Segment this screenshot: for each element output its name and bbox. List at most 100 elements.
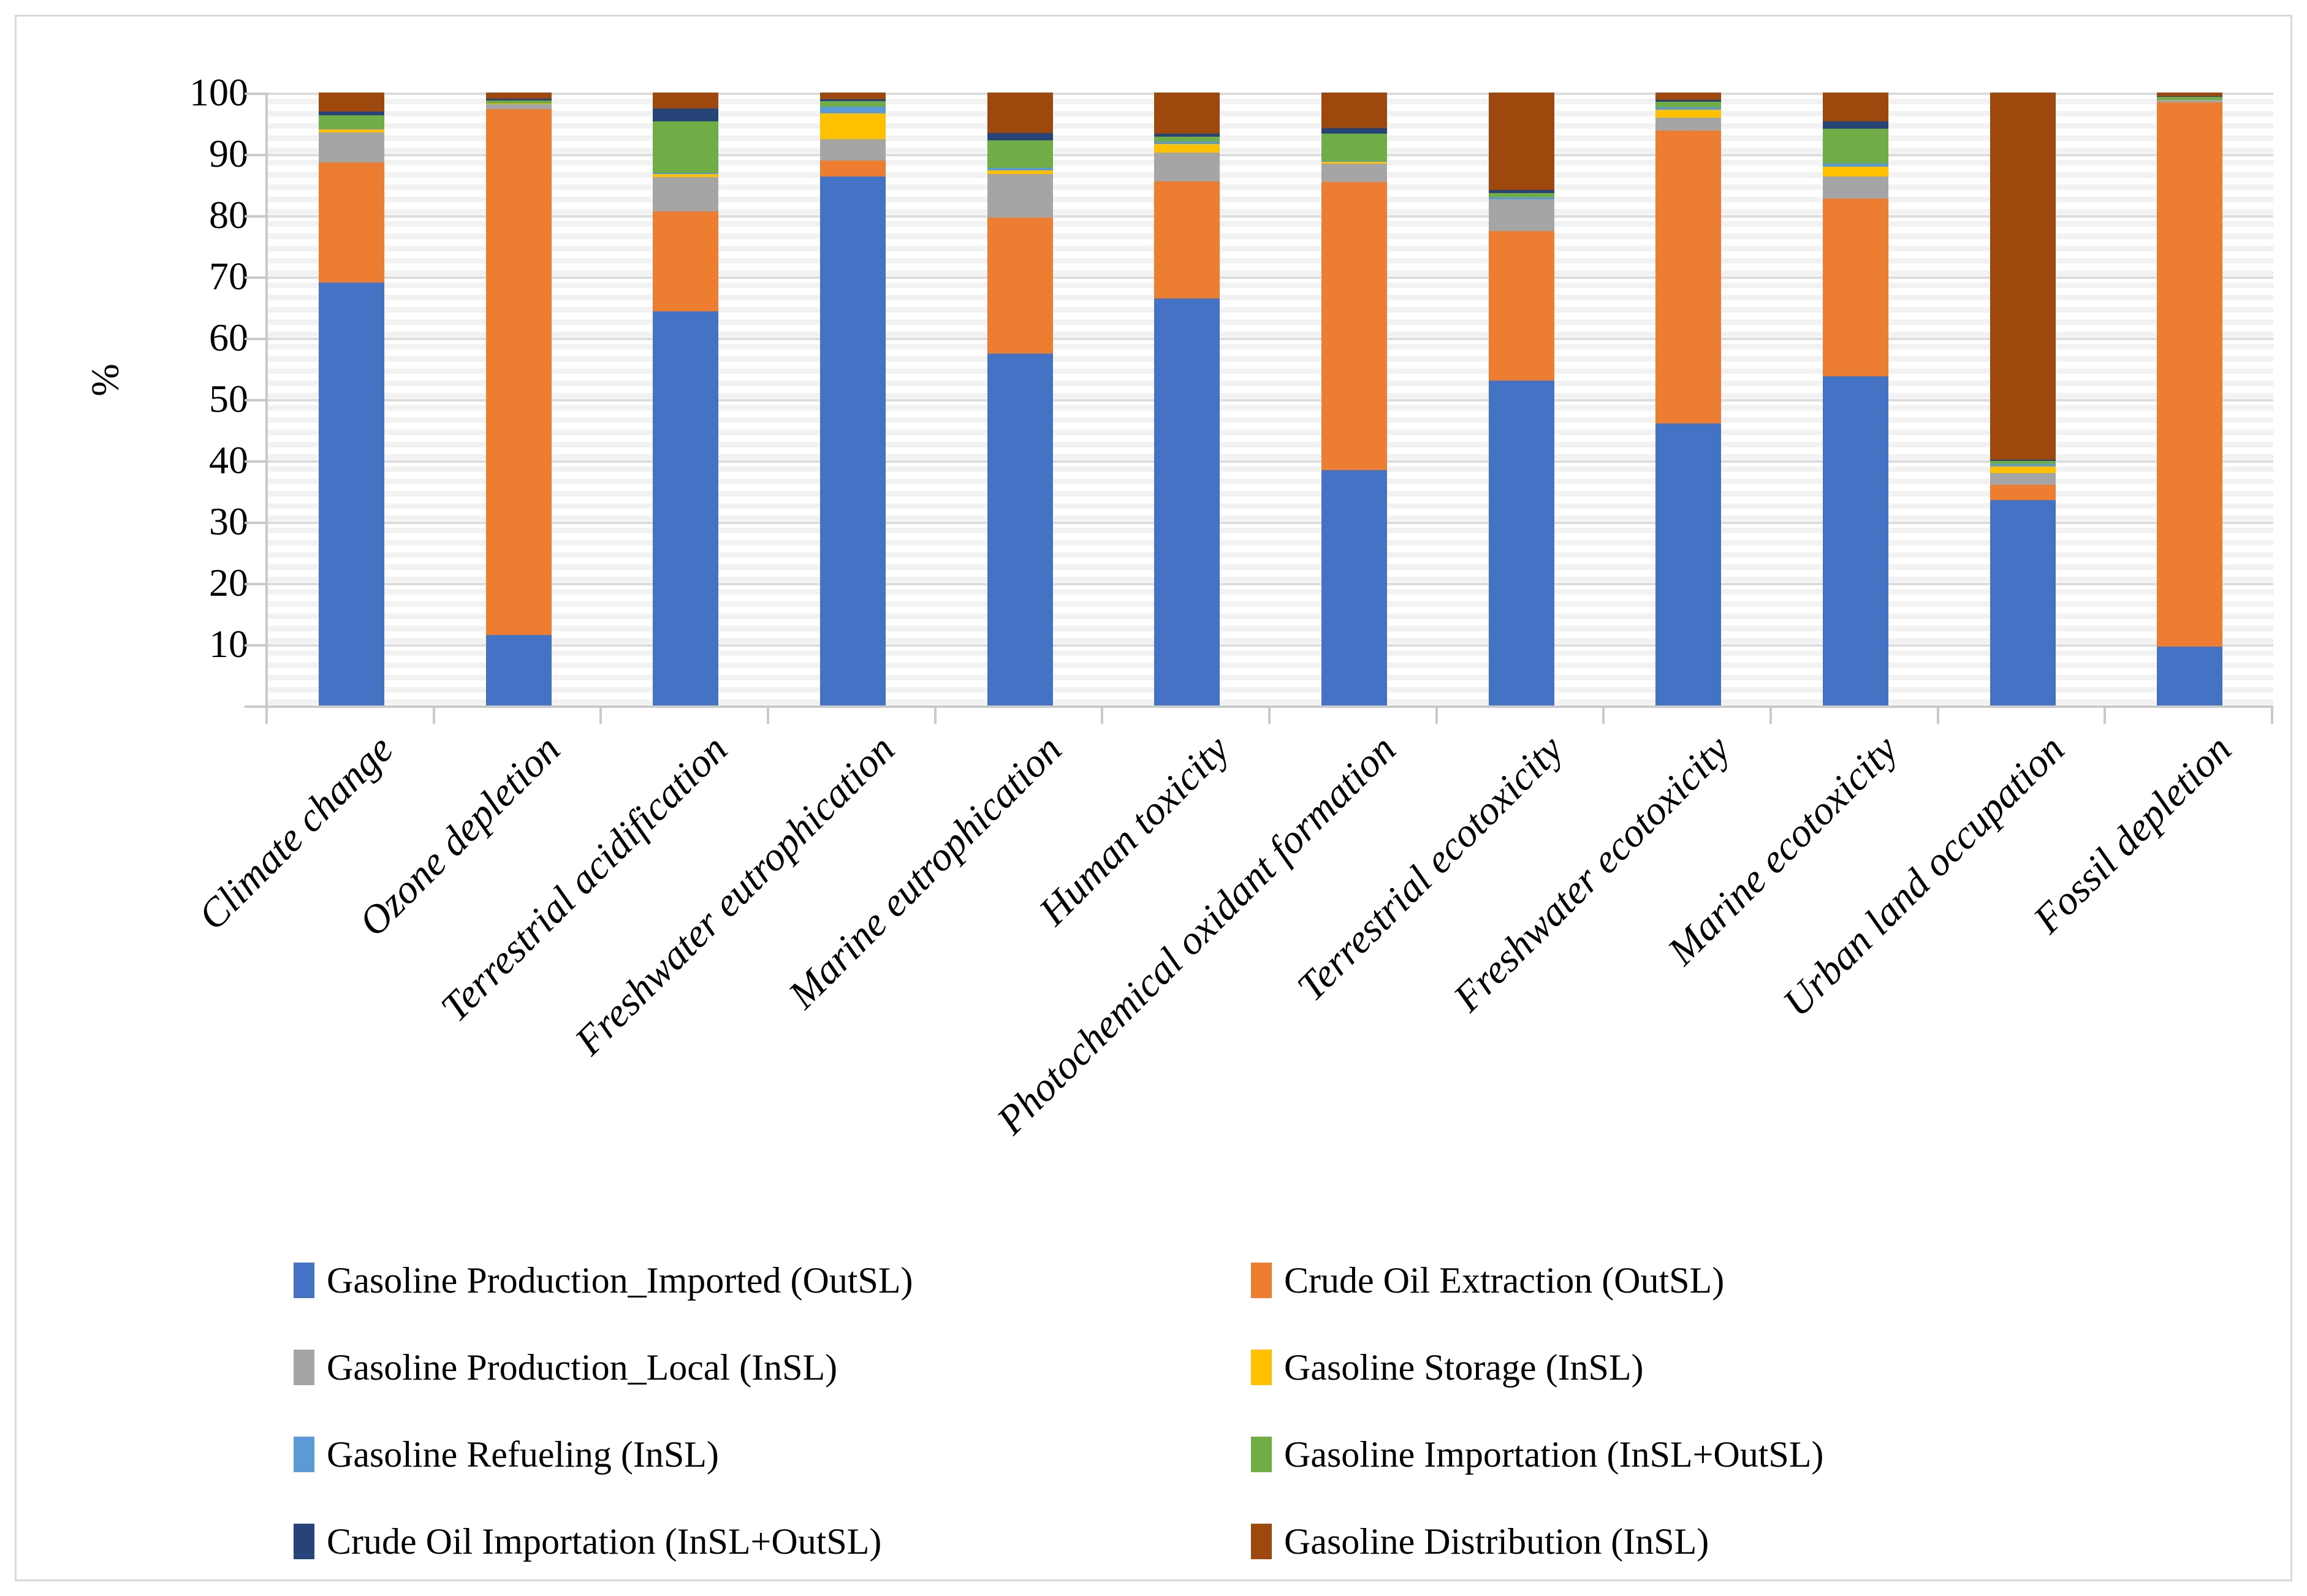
- segment-crude-oil-extraction-outsl-terrestrial-ecotoxicity: [1488, 231, 1554, 381]
- segment-gasoline-production-imported-outsl-terrestrial-acidification: [653, 311, 719, 705]
- legend-item-gasoline-importation-insl-outsl: Gasoline Importation (InSL+OutSL): [1251, 1430, 1823, 1479]
- segment-gasoline-distribution-insl-freshwater-ecotoxicity: [1655, 93, 1722, 100]
- segment-gasoline-distribution-insl-photochemical-oxidant-formation: [1321, 93, 1387, 128]
- legend-label-gasoline-refueling-insl: Gasoline Refueling (InSL): [327, 1434, 719, 1475]
- segment-gasoline-distribution-insl-terrestrial-acidification: [653, 93, 719, 108]
- segment-crude-oil-extraction-outsl-human-toxicity: [1154, 181, 1220, 298]
- segment-gasoline-production-imported-outsl-freshwater-ecotoxicity: [1655, 424, 1722, 705]
- segment-crude-oil-extraction-outsl-fossil-depletion: [2157, 102, 2223, 647]
- y-tick-label-10: 10: [209, 622, 248, 666]
- segment-gasoline-refueling-insl-terrestrial-ecotoxicity: [1488, 197, 1554, 199]
- segment-gasoline-production-local-insl-terrestrial-ecotoxicity: [1488, 199, 1554, 231]
- segment-gasoline-importation-insl-outsl-fossil-depletion: [2157, 97, 2223, 100]
- segment-gasoline-production-local-insl-fossil-depletion: [2157, 100, 2223, 102]
- bar-marine-ecotoxicity: [1822, 93, 1888, 705]
- y-tick-mark-100: [245, 93, 265, 95]
- legend-item-gasoline-production-local-insl: Gasoline Production_Local (InSL): [294, 1343, 837, 1392]
- legend-label-gasoline-production-local-insl: Gasoline Production_Local (InSL): [327, 1347, 838, 1388]
- legend-swatch-crude-oil-extraction-outsl: [1251, 1263, 1272, 1298]
- segment-gasoline-production-imported-outsl-marine-eutrophication: [987, 354, 1053, 705]
- segment-gasoline-production-local-insl-marine-ecotoxicity: [1822, 177, 1888, 199]
- x-tick-mark-11: [2104, 708, 2107, 724]
- bar-fossil-depletion: [2157, 93, 2223, 705]
- y-tick-mark-80: [245, 215, 265, 218]
- segment-crude-oil-extraction-outsl-marine-ecotoxicity: [1822, 199, 1888, 376]
- segment-gasoline-storage-insl-freshwater-ecotoxicity: [1655, 110, 1722, 118]
- segment-gasoline-production-imported-outsl-fossil-depletion: [2157, 647, 2223, 705]
- legend-label-gasoline-importation-insl-outsl: Gasoline Importation (InSL+OutSL): [1284, 1434, 1824, 1475]
- y-tick-mark-20: [245, 583, 265, 585]
- y-tick-label-70: 70: [209, 254, 248, 298]
- legend-label-gasoline-distribution-insl: Gasoline Distribution (InSL): [1284, 1521, 1709, 1562]
- segment-gasoline-production-local-insl-ozone-depletion: [485, 104, 552, 109]
- segment-gasoline-importation-insl-outsl-photochemical-oxidant-formation: [1321, 134, 1387, 161]
- segment-crude-oil-extraction-outsl-freshwater-ecotoxicity: [1655, 131, 1722, 424]
- x-tick-mark-7: [1435, 708, 1438, 724]
- y-tick-mark-90: [245, 154, 265, 156]
- bar-photochemical-oxidant-formation: [1321, 93, 1387, 705]
- segment-gasoline-production-imported-outsl-photochemical-oxidant-formation: [1321, 470, 1387, 705]
- segment-gasoline-refueling-insl-human-toxicity: [1154, 142, 1220, 144]
- segment-crude-oil-importation-insl-outsl-human-toxicity: [1154, 134, 1220, 137]
- segment-gasoline-production-local-insl-marine-eutrophication: [987, 174, 1053, 218]
- segment-gasoline-production-local-insl-freshwater-eutrophication: [819, 139, 886, 161]
- bar-ozone-depletion: [485, 93, 552, 705]
- legend-item-gasoline-refueling-insl: Gasoline Refueling (InSL): [294, 1430, 719, 1479]
- x-tick-mark-9: [1769, 708, 1772, 724]
- segment-gasoline-production-local-insl-climate-change: [318, 132, 384, 162]
- segment-crude-oil-importation-insl-outsl-terrestrial-acidification: [653, 108, 719, 121]
- bar-freshwater-ecotoxicity: [1655, 93, 1722, 705]
- bar-terrestrial-ecotoxicity: [1488, 93, 1554, 705]
- x-tick-mark-0: [265, 708, 268, 724]
- segment-gasoline-production-imported-outsl-marine-ecotoxicity: [1822, 376, 1888, 705]
- segment-crude-oil-importation-insl-outsl-freshwater-ecotoxicity: [1655, 100, 1722, 102]
- legend-swatch-gasoline-production-local-insl: [294, 1350, 314, 1385]
- legend-swatch-gasoline-production-imported-outsl: [294, 1263, 314, 1298]
- legend-label-gasoline-production-imported-outsl: Gasoline Production_Imported (OutSL): [327, 1260, 913, 1301]
- legend-item-crude-oil-importation-insl-outsl: Crude Oil Importation (InSL+OutSL): [294, 1517, 881, 1566]
- bar-human-toxicity: [1154, 93, 1220, 705]
- x-axis-label-urban-land-occupation: Urban land occupation: [1774, 726, 2073, 1025]
- segment-gasoline-production-imported-outsl-freshwater-eutrophication: [819, 177, 886, 705]
- segment-gasoline-production-local-insl-freshwater-ecotoxicity: [1655, 118, 1722, 131]
- segment-gasoline-importation-insl-outsl-climate-change: [318, 115, 384, 129]
- segment-crude-oil-importation-insl-outsl-photochemical-oxidant-formation: [1321, 128, 1387, 134]
- legend-swatch-gasoline-distribution-insl: [1251, 1524, 1272, 1559]
- y-tick-label-100: 100: [189, 70, 248, 114]
- segment-gasoline-storage-insl-terrestrial-acidification: [653, 174, 719, 177]
- segment-gasoline-production-imported-outsl-ozone-depletion: [485, 635, 552, 705]
- legend-label-gasoline-storage-insl: Gasoline Storage (InSL): [1284, 1347, 1644, 1388]
- figure-frame: % 10 20 30 40 50 60 70 80 90 100 Climate change Ozo…: [15, 15, 2292, 1581]
- segment-gasoline-storage-insl-photochemical-oxidant-formation: [1321, 162, 1387, 164]
- segment-crude-oil-importation-insl-outsl-urban-land-occupation: [1990, 460, 2056, 461]
- x-tick-mark-8: [1602, 708, 1605, 724]
- legend-swatch-gasoline-refueling-insl: [294, 1437, 314, 1472]
- segment-gasoline-distribution-insl-climate-change: [318, 93, 384, 112]
- legend-item-gasoline-distribution-insl: Gasoline Distribution (InSL): [1251, 1517, 1709, 1566]
- y-tick-label-40: 40: [209, 438, 248, 482]
- segment-gasoline-production-imported-outsl-human-toxicity: [1154, 298, 1220, 705]
- x-axis-label-marine-eutrophication: Marine eutrophication: [780, 726, 1071, 1017]
- segment-gasoline-distribution-insl-marine-ecotoxicity: [1822, 93, 1888, 121]
- x-tick-mark-5: [1101, 708, 1104, 724]
- y-tick-label-20: 20: [209, 561, 248, 604]
- segment-crude-oil-extraction-outsl-photochemical-oxidant-formation: [1321, 182, 1387, 470]
- segment-gasoline-distribution-insl-human-toxicity: [1154, 93, 1220, 134]
- bar-marine-eutrophication: [987, 93, 1053, 705]
- y-tick-mark-30: [245, 522, 265, 524]
- y-tick-mark-40: [245, 460, 265, 463]
- segment-gasoline-refueling-insl-freshwater-ecotoxicity: [1655, 107, 1722, 110]
- segment-gasoline-production-local-insl-terrestrial-acidification: [653, 177, 719, 211]
- y-tick-mark-50: [245, 399, 265, 401]
- legend-swatch-crude-oil-importation-insl-outsl: [294, 1524, 314, 1559]
- segment-crude-oil-importation-insl-outsl-marine-ecotoxicity: [1822, 121, 1888, 129]
- segment-gasoline-production-imported-outsl-climate-change: [318, 283, 384, 705]
- segment-gasoline-importation-insl-outsl-terrestrial-acidification: [653, 121, 719, 173]
- y-tick-mark-70: [245, 276, 265, 279]
- legend-label-crude-oil-extraction-outsl: Crude Oil Extraction (OutSL): [1284, 1260, 1725, 1301]
- x-tick-mark-1: [432, 708, 435, 724]
- segment-gasoline-storage-insl-marine-ecotoxicity: [1822, 167, 1888, 177]
- segment-crude-oil-extraction-outsl-marine-eutrophication: [987, 218, 1053, 354]
- y-tick-label-30: 30: [209, 500, 248, 543]
